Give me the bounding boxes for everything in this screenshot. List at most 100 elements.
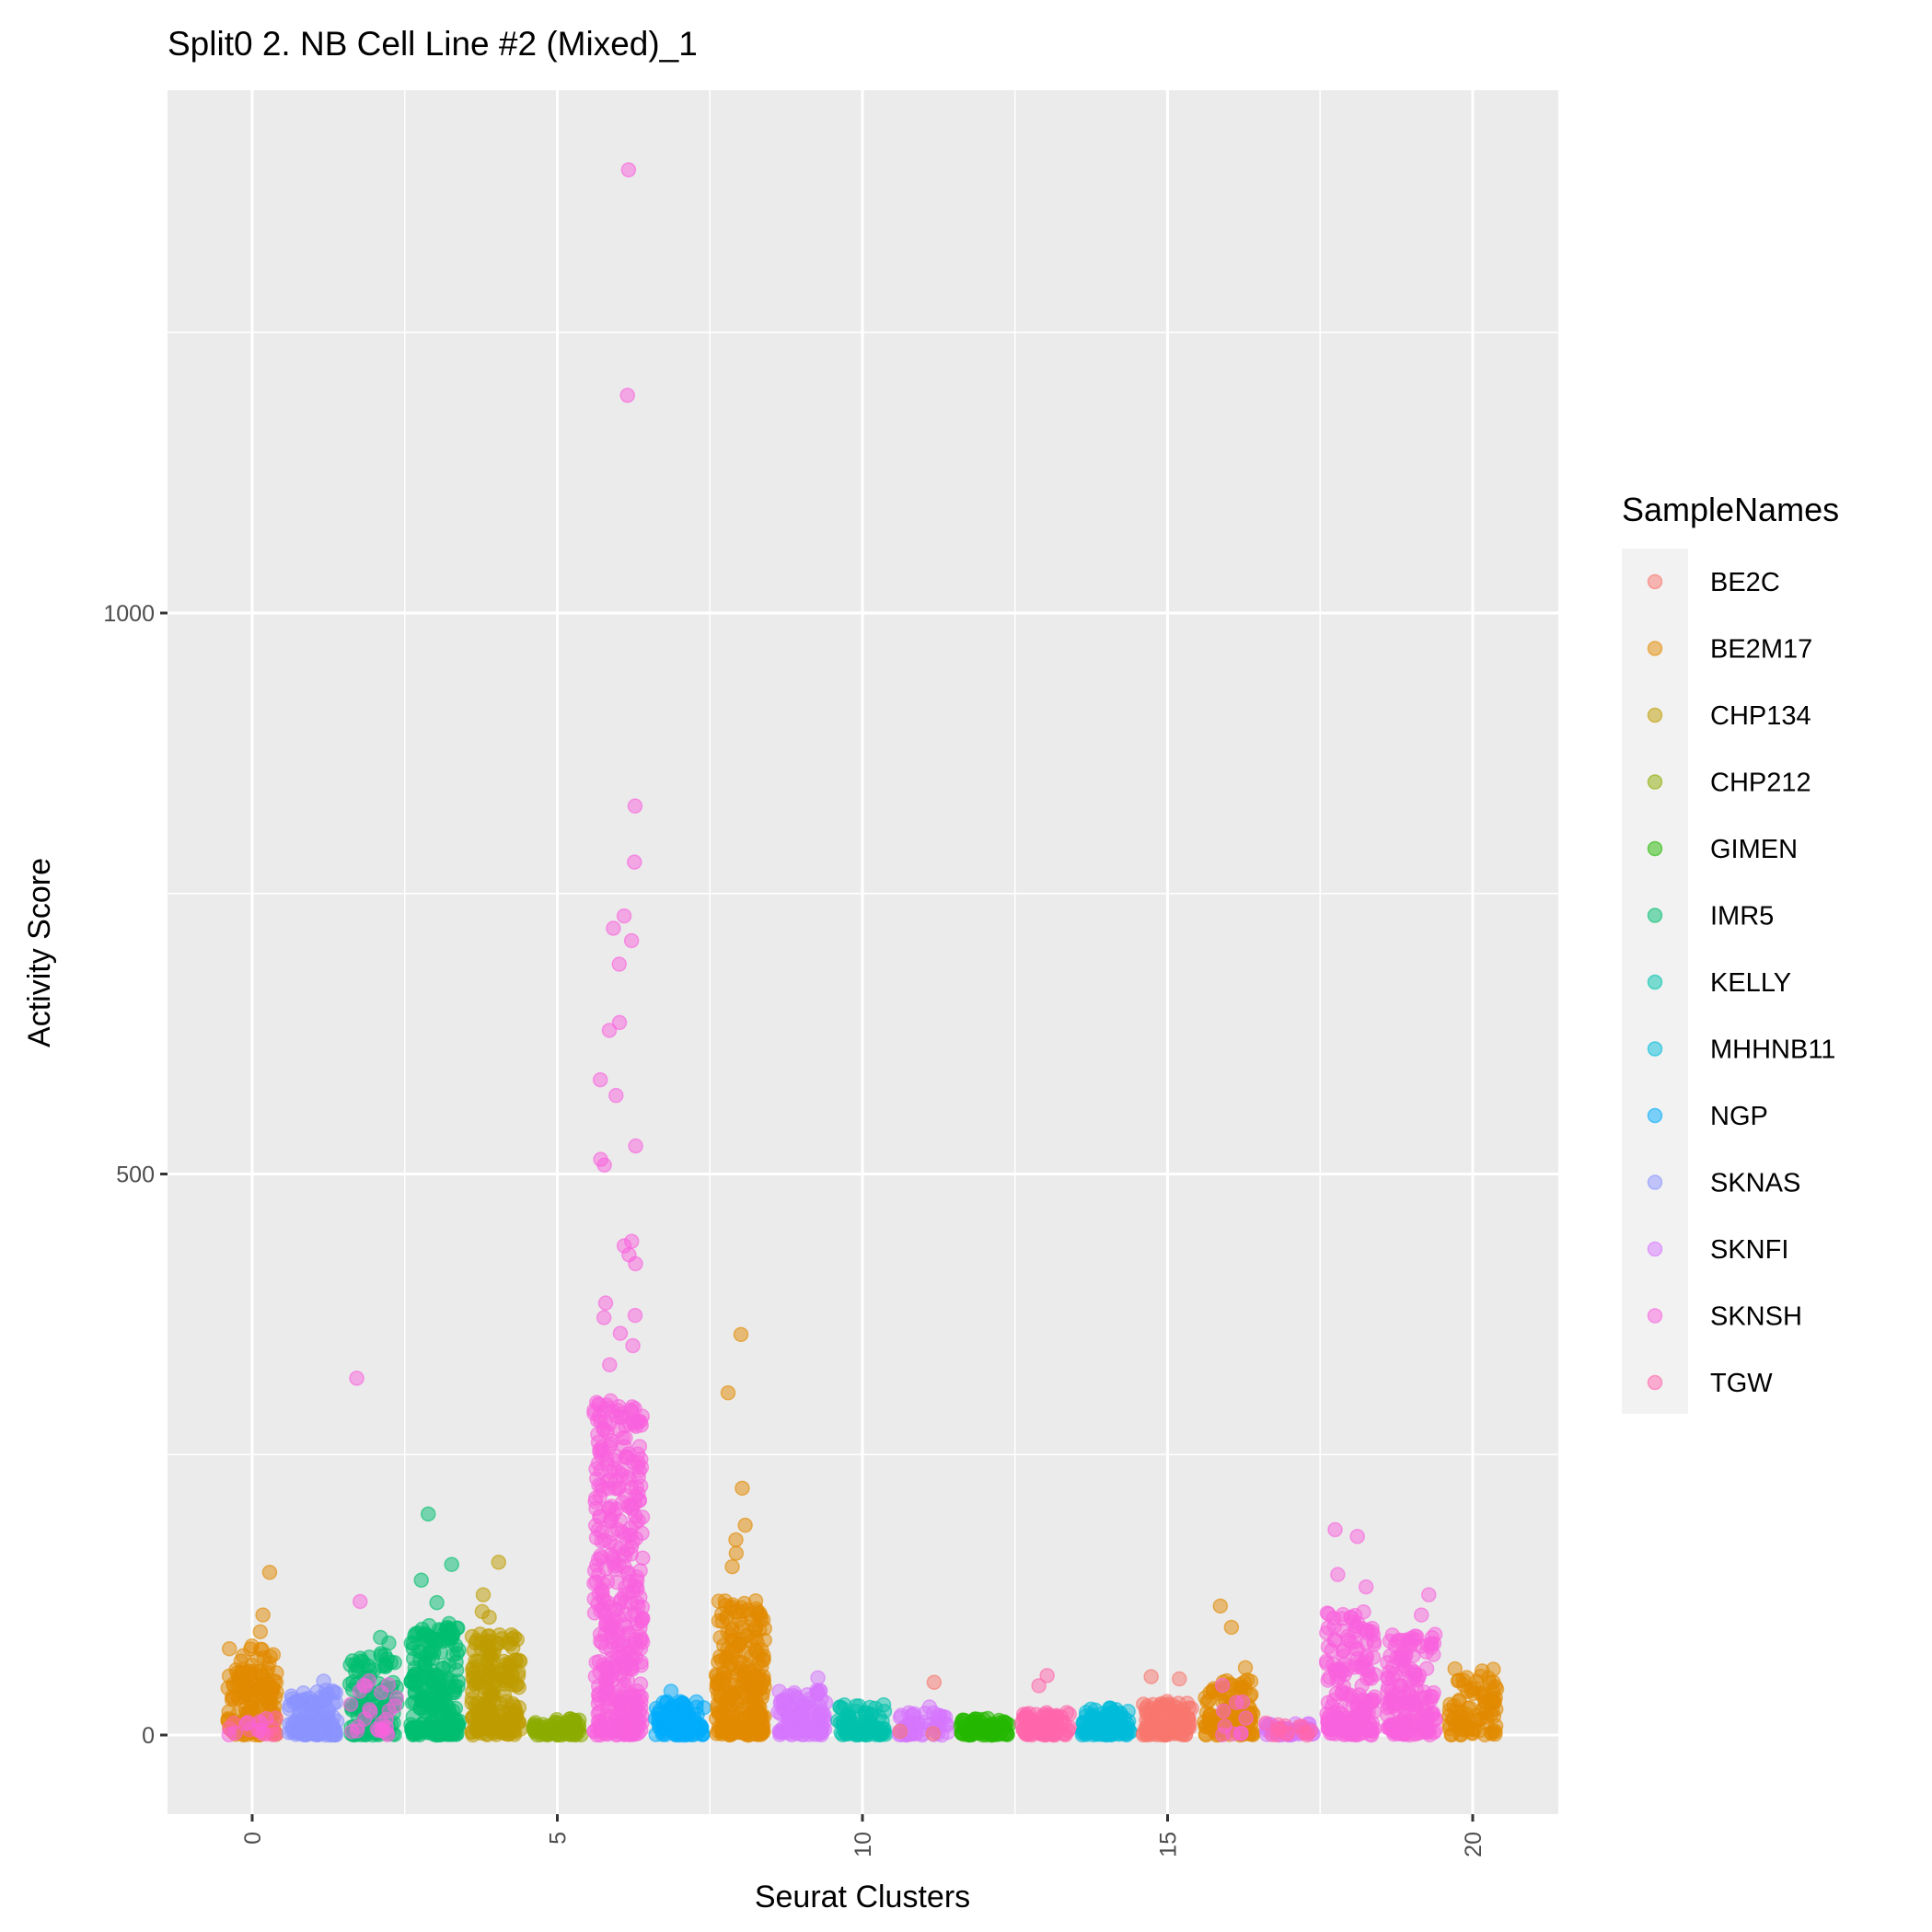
y-axis-title: Activity Score xyxy=(22,858,57,1047)
data-point xyxy=(478,1669,493,1685)
data-point xyxy=(599,1473,616,1489)
data-point xyxy=(448,1654,464,1671)
data-point xyxy=(629,1615,645,1632)
data-point xyxy=(608,1087,624,1104)
data-point xyxy=(353,1593,368,1610)
data-point xyxy=(480,1654,495,1670)
data-point xyxy=(596,1310,612,1325)
data-point xyxy=(1024,1726,1040,1741)
data-point xyxy=(249,1664,264,1680)
data-point xyxy=(1447,1660,1463,1677)
data-point xyxy=(1237,1660,1254,1676)
data-point xyxy=(805,1720,821,1736)
data-point xyxy=(404,1695,421,1711)
data-point xyxy=(362,1701,377,1718)
data-point xyxy=(526,1720,542,1737)
data-point xyxy=(1083,1710,1099,1726)
data-point xyxy=(469,1632,485,1649)
legend-key-mhhnb11 xyxy=(1647,1041,1663,1057)
data-point xyxy=(1336,1724,1351,1740)
data-point xyxy=(1214,1677,1231,1694)
data-point xyxy=(350,1718,366,1735)
data-point xyxy=(374,1684,389,1701)
data-point xyxy=(735,1684,751,1700)
data-point xyxy=(1349,1528,1365,1544)
data-point xyxy=(1459,1670,1475,1685)
data-point xyxy=(313,1726,330,1741)
data-point xyxy=(593,1547,608,1564)
data-point xyxy=(1142,1727,1158,1742)
data-point xyxy=(289,1695,306,1710)
data-point xyxy=(627,798,643,814)
data-point xyxy=(1441,1720,1458,1737)
data-point xyxy=(617,1726,632,1742)
data-point xyxy=(656,1720,672,1736)
data-point xyxy=(713,1606,730,1622)
data-point xyxy=(1076,1723,1092,1740)
legend-label: MHHNB11 xyxy=(1710,1035,1835,1065)
data-point xyxy=(837,1697,852,1713)
data-point xyxy=(631,1454,646,1471)
data-point xyxy=(874,1713,890,1730)
legend-key-sknsh xyxy=(1647,1308,1663,1324)
data-point xyxy=(728,1532,744,1548)
data-point xyxy=(464,1691,480,1706)
legend-key-chp212 xyxy=(1647,774,1663,790)
data-point xyxy=(708,1710,724,1727)
legend-label: GIMEN xyxy=(1710,835,1798,864)
data-point xyxy=(735,1480,750,1497)
data-point xyxy=(756,1672,772,1689)
data-point xyxy=(625,1337,641,1354)
legend-key-tgw xyxy=(1647,1374,1663,1391)
data-point xyxy=(723,1727,738,1742)
data-point xyxy=(255,1607,271,1623)
data-point xyxy=(810,1670,826,1686)
data-point xyxy=(672,1706,688,1722)
data-point xyxy=(1482,1674,1498,1691)
data-point xyxy=(1462,1700,1478,1716)
data-point xyxy=(361,1649,377,1665)
data-point xyxy=(1143,1669,1159,1684)
data-point xyxy=(1102,1700,1118,1716)
data-point xyxy=(491,1636,506,1652)
data-point xyxy=(1486,1708,1502,1724)
data-point xyxy=(737,1517,753,1533)
data-point xyxy=(1031,1678,1047,1694)
data-points xyxy=(220,162,1505,1743)
data-point xyxy=(623,1546,639,1562)
legend-label: BE2C xyxy=(1710,568,1780,597)
data-point xyxy=(586,1563,603,1579)
data-point xyxy=(1322,1670,1337,1685)
data-point xyxy=(629,1579,645,1595)
data-point xyxy=(1340,1628,1356,1644)
legend-key-ngp xyxy=(1647,1107,1663,1124)
data-point xyxy=(604,1673,620,1689)
data-point xyxy=(595,1588,611,1604)
data-point xyxy=(1039,1668,1055,1683)
legend-key-be2m17 xyxy=(1647,641,1663,656)
data-point xyxy=(755,1685,770,1701)
data-point xyxy=(616,908,632,924)
data-point xyxy=(1324,1643,1339,1659)
data-point xyxy=(426,1719,443,1735)
data-point xyxy=(777,1692,793,1707)
data-point xyxy=(629,1683,645,1699)
y-tick-label: 0 xyxy=(142,1723,155,1749)
data-point xyxy=(1336,1656,1353,1672)
data-point xyxy=(510,1714,526,1730)
data-point xyxy=(451,1713,468,1730)
data-point xyxy=(1212,1598,1229,1614)
data-point xyxy=(1202,1706,1219,1722)
data-point xyxy=(429,1594,445,1611)
data-point xyxy=(663,1683,679,1699)
data-point xyxy=(1019,1709,1035,1725)
data-point xyxy=(596,1157,612,1173)
data-point xyxy=(466,1676,482,1692)
legend-label: SKNSH xyxy=(1710,1302,1802,1332)
data-point xyxy=(733,1326,749,1343)
data-point xyxy=(747,1630,764,1646)
data-point xyxy=(720,1384,736,1401)
data-point xyxy=(405,1640,422,1657)
legend-title: SampleNames xyxy=(1622,491,1839,528)
data-point xyxy=(1393,1714,1409,1730)
